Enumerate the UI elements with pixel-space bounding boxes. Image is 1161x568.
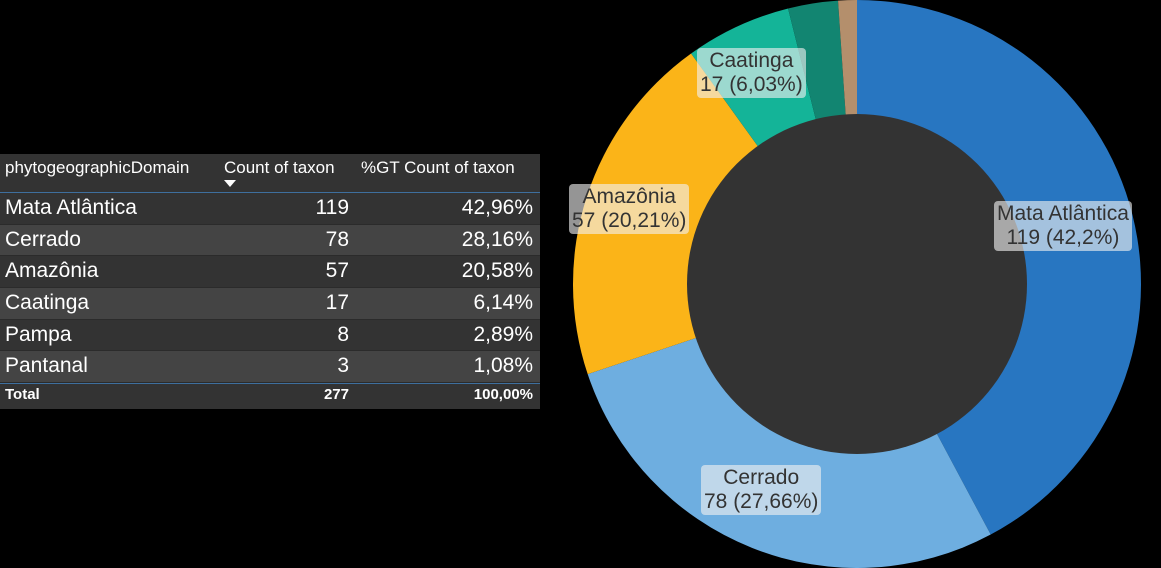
- data-label-value: 57 (20,21%): [572, 209, 687, 232]
- header-domain[interactable]: phytogeographicDomain: [5, 158, 190, 177]
- table-row[interactable]: Caatinga 17 6,14%: [0, 288, 540, 320]
- header-pct[interactable]: %GT Count of taxon: [361, 158, 515, 177]
- total-label: Total: [5, 386, 40, 404]
- data-label-name: Mata Atlântica: [997, 202, 1129, 225]
- total-pct: 100,00%: [473, 386, 533, 404]
- cell-count: 17: [325, 291, 349, 315]
- table-row[interactable]: Amazônia 57 20,58%: [0, 256, 540, 289]
- data-label-value: 17 (6,03%): [700, 73, 803, 96]
- data-table: phytogeographicDomain Count of taxon %GT…: [0, 154, 540, 410]
- cell-count: 8: [337, 322, 349, 346]
- cell-domain: Caatinga: [5, 291, 90, 315]
- cell-domain: Pantanal: [5, 354, 88, 378]
- table-row[interactable]: Pampa 8 2,89%: [0, 319, 540, 352]
- sort-descending-icon[interactable]: [224, 180, 236, 187]
- data-label-name: Caatinga: [709, 49, 794, 72]
- data-label-cerrado: Cerrado 78 (27,66%): [701, 465, 822, 515]
- cell-count: 57: [325, 259, 349, 283]
- cell-pct: 28,16%: [461, 227, 533, 251]
- cell-count: 119: [315, 196, 349, 219]
- cell-pct: 6,14%: [473, 291, 533, 315]
- cell-pct: 1,08%: [473, 354, 533, 378]
- cell-pct: 20,58%: [461, 259, 533, 283]
- header-count[interactable]: Count of taxon: [224, 158, 335, 177]
- data-label-caatinga: Caatinga 17 (6,03%): [697, 48, 806, 98]
- cell-domain: Amazônia: [5, 259, 99, 283]
- cell-pct: 42,96%: [461, 196, 533, 219]
- cell-count: 78: [325, 227, 349, 251]
- data-label-name: Amazônia: [582, 185, 676, 208]
- data-label-value: 78 (27,66%): [704, 490, 819, 513]
- data-label-value: 119 (42,2%): [1006, 226, 1120, 249]
- cell-domain: Pampa: [5, 322, 72, 346]
- cell-pct: 2,89%: [473, 322, 533, 346]
- total-count: 277: [323, 386, 349, 404]
- data-label-amazonia: Amazônia 57 (20,21%): [569, 184, 690, 234]
- table-row[interactable]: Pantanal 3 1,08%: [0, 351, 540, 384]
- data-label-name: Cerrado: [723, 466, 800, 489]
- total-row: Total 277 100,00%: [0, 383, 540, 410]
- cell-count: 3: [337, 354, 349, 378]
- table-row[interactable]: Cerrado 78 28,16%: [0, 224, 540, 257]
- donut-hole: [687, 114, 1027, 454]
- table-header: phytogeographicDomain Count of taxon %GT…: [0, 154, 540, 193]
- cell-domain: Cerrado: [5, 227, 81, 251]
- cell-domain: Mata Atlântica: [5, 196, 137, 219]
- data-label-mata-atlantica: Mata Atlântica 119 (42,2%): [994, 201, 1132, 251]
- table-row[interactable]: Mata Atlântica 119 42,96%: [0, 193, 540, 225]
